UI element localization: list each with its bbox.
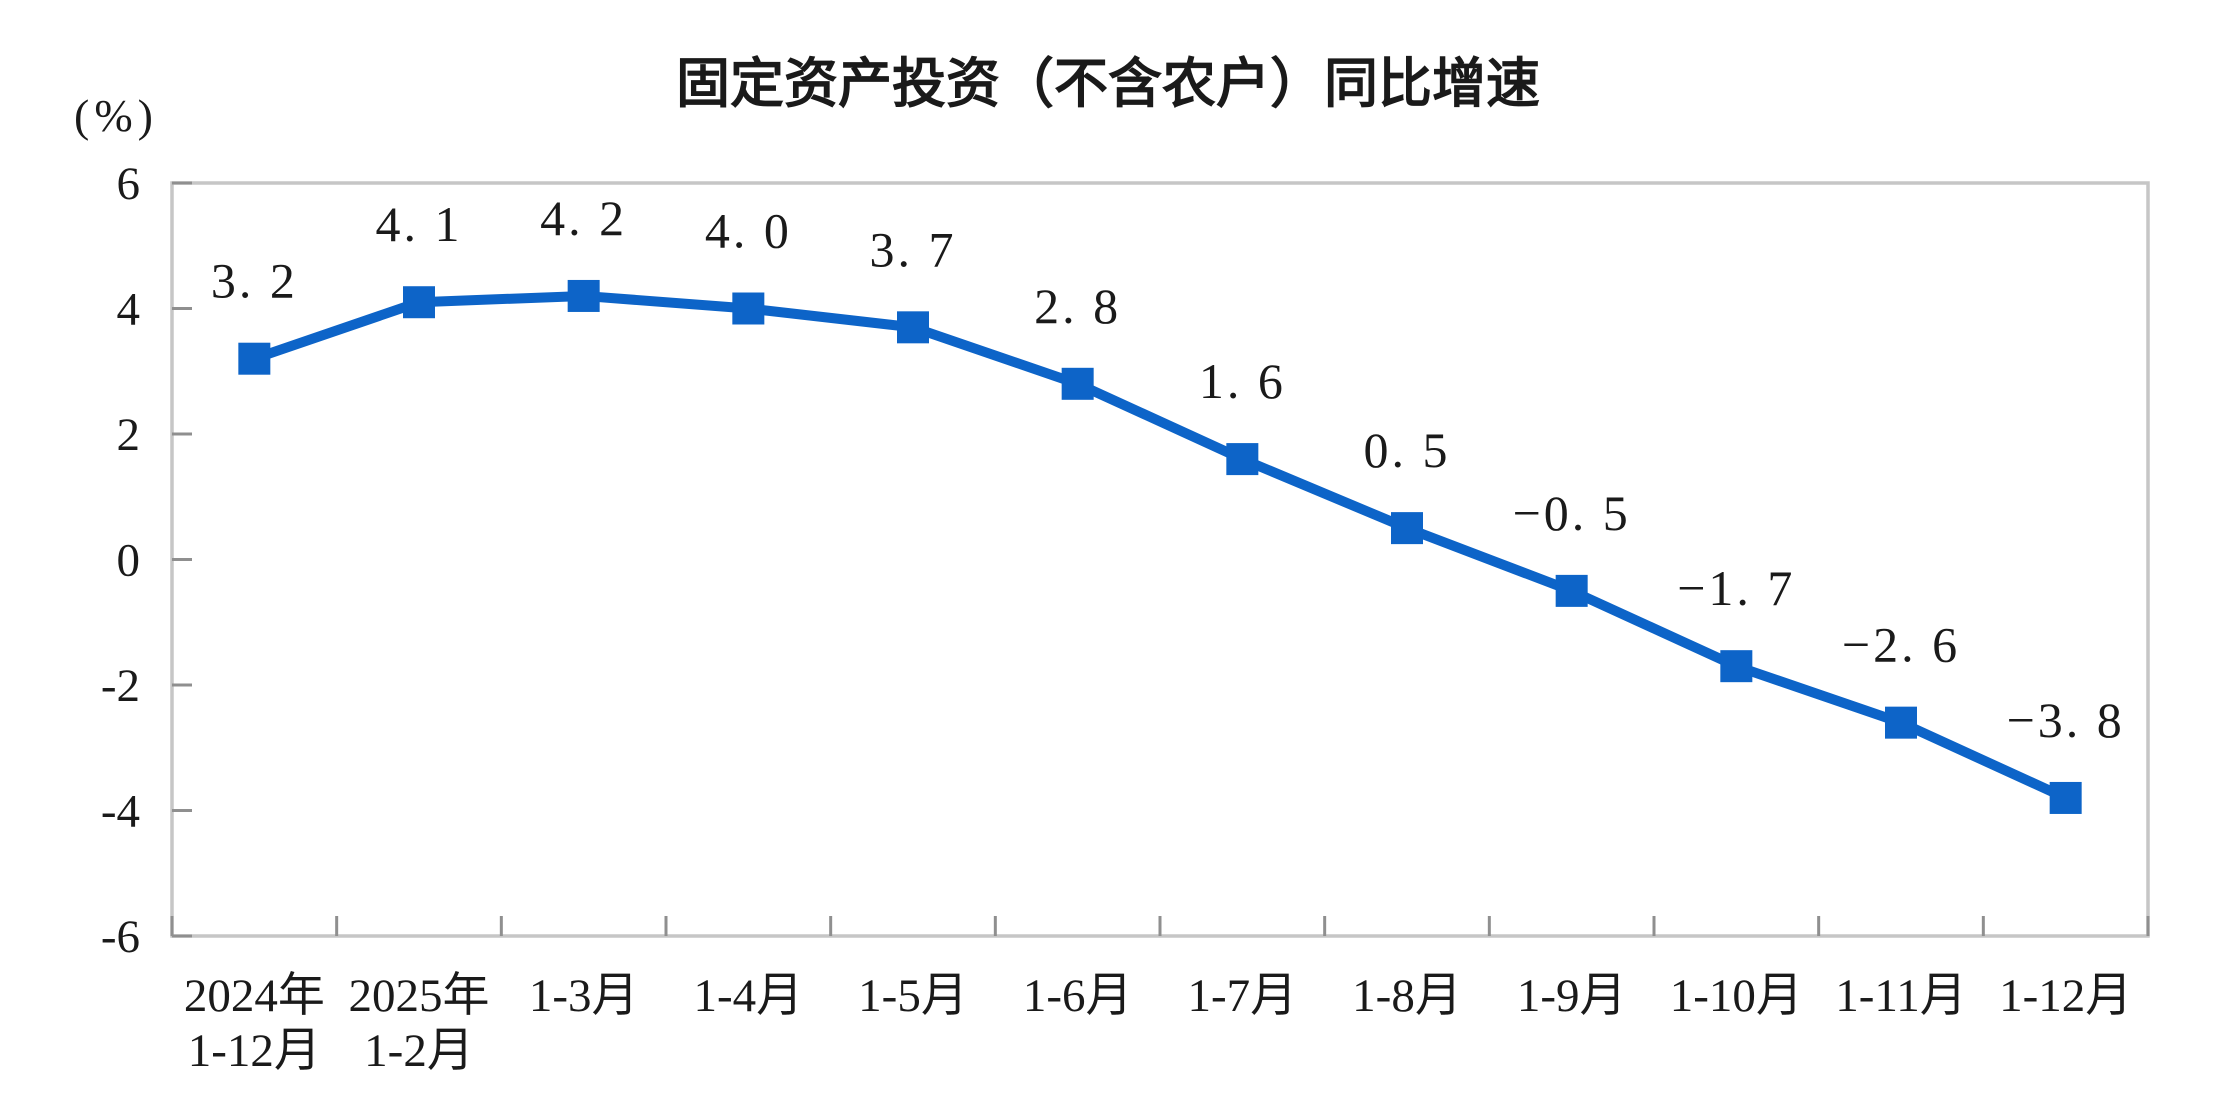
x-axis-tick-label: 1-12月 — [1999, 970, 2132, 1022]
data-point-marker — [1226, 443, 1259, 476]
data-point-marker — [238, 342, 271, 375]
x-axis-tick-label: 1-3月 — [529, 970, 639, 1022]
data-point-label: 4. 1 — [376, 196, 463, 252]
data-point-marker — [2049, 781, 2082, 814]
x-axis-tick-label: 1-4月 — [694, 970, 804, 1022]
data-point-label: 4. 2 — [540, 190, 627, 246]
y-axis-tick-label: 4 — [117, 284, 141, 336]
data-point-label: 4. 0 — [705, 203, 792, 259]
x-axis-tick-label: 2025年 — [349, 970, 490, 1022]
x-axis-tick-label: 1-12月 — [188, 1025, 321, 1077]
data-point-label: 1. 6 — [1199, 353, 1286, 409]
y-axis-unit-label: (%) — [74, 90, 158, 141]
series-line — [249, 290, 2071, 803]
data-point-marker — [403, 286, 435, 319]
data-point-marker — [1555, 574, 1588, 607]
x-axis-tick-label: 1-11月 — [1835, 970, 1966, 1022]
data-point-label: −1. 7 — [1677, 560, 1795, 616]
data-point-marker — [897, 311, 929, 344]
y-axis-tick-label: -4 — [101, 786, 140, 838]
x-axis-tick-label: 1-7月 — [1188, 970, 1298, 1022]
x-axis-tick-label: 1-6月 — [1023, 970, 1133, 1022]
x-axis-tick-label: 1-2月 — [364, 1025, 474, 1077]
x-axis-tick-label: 1-8月 — [1352, 970, 1462, 1022]
y-axis-tick-label: 6 — [117, 158, 141, 210]
data-point-marker — [732, 292, 765, 325]
y-axis-tick-label: -2 — [101, 660, 140, 712]
data-point-marker — [567, 279, 600, 312]
data-point-label: −0. 5 — [1513, 485, 1631, 541]
data-point-marker — [1885, 706, 1917, 739]
x-axis-tick-label: 1-5月 — [858, 970, 968, 1022]
chart-title: 固定资产投资（不含农户）同比增速 — [676, 54, 1540, 114]
y-axis-tick-label: 0 — [117, 535, 141, 587]
data-point-marker — [1061, 367, 1094, 400]
x-axis-tick-label: 1-9月 — [1517, 970, 1627, 1022]
data-point-label: −2. 6 — [1842, 617, 1960, 673]
data-point-label: −3. 8 — [2007, 692, 2125, 748]
x-axis-tick-label: 1-10月 — [1670, 970, 1803, 1022]
data-point-label: 3. 2 — [211, 253, 298, 309]
data-point-label: 2. 8 — [1034, 278, 1121, 334]
y-axis-tick-label: 2 — [117, 409, 141, 461]
data-point-label: 0. 5 — [1364, 422, 1451, 478]
data-point-marker — [1720, 650, 1753, 683]
data-point-label: 3. 7 — [870, 221, 957, 277]
y-axis-tick-label: -6 — [101, 911, 140, 963]
x-axis-tick-label: 2024年 — [184, 970, 325, 1022]
data-point-marker — [1391, 512, 1423, 545]
